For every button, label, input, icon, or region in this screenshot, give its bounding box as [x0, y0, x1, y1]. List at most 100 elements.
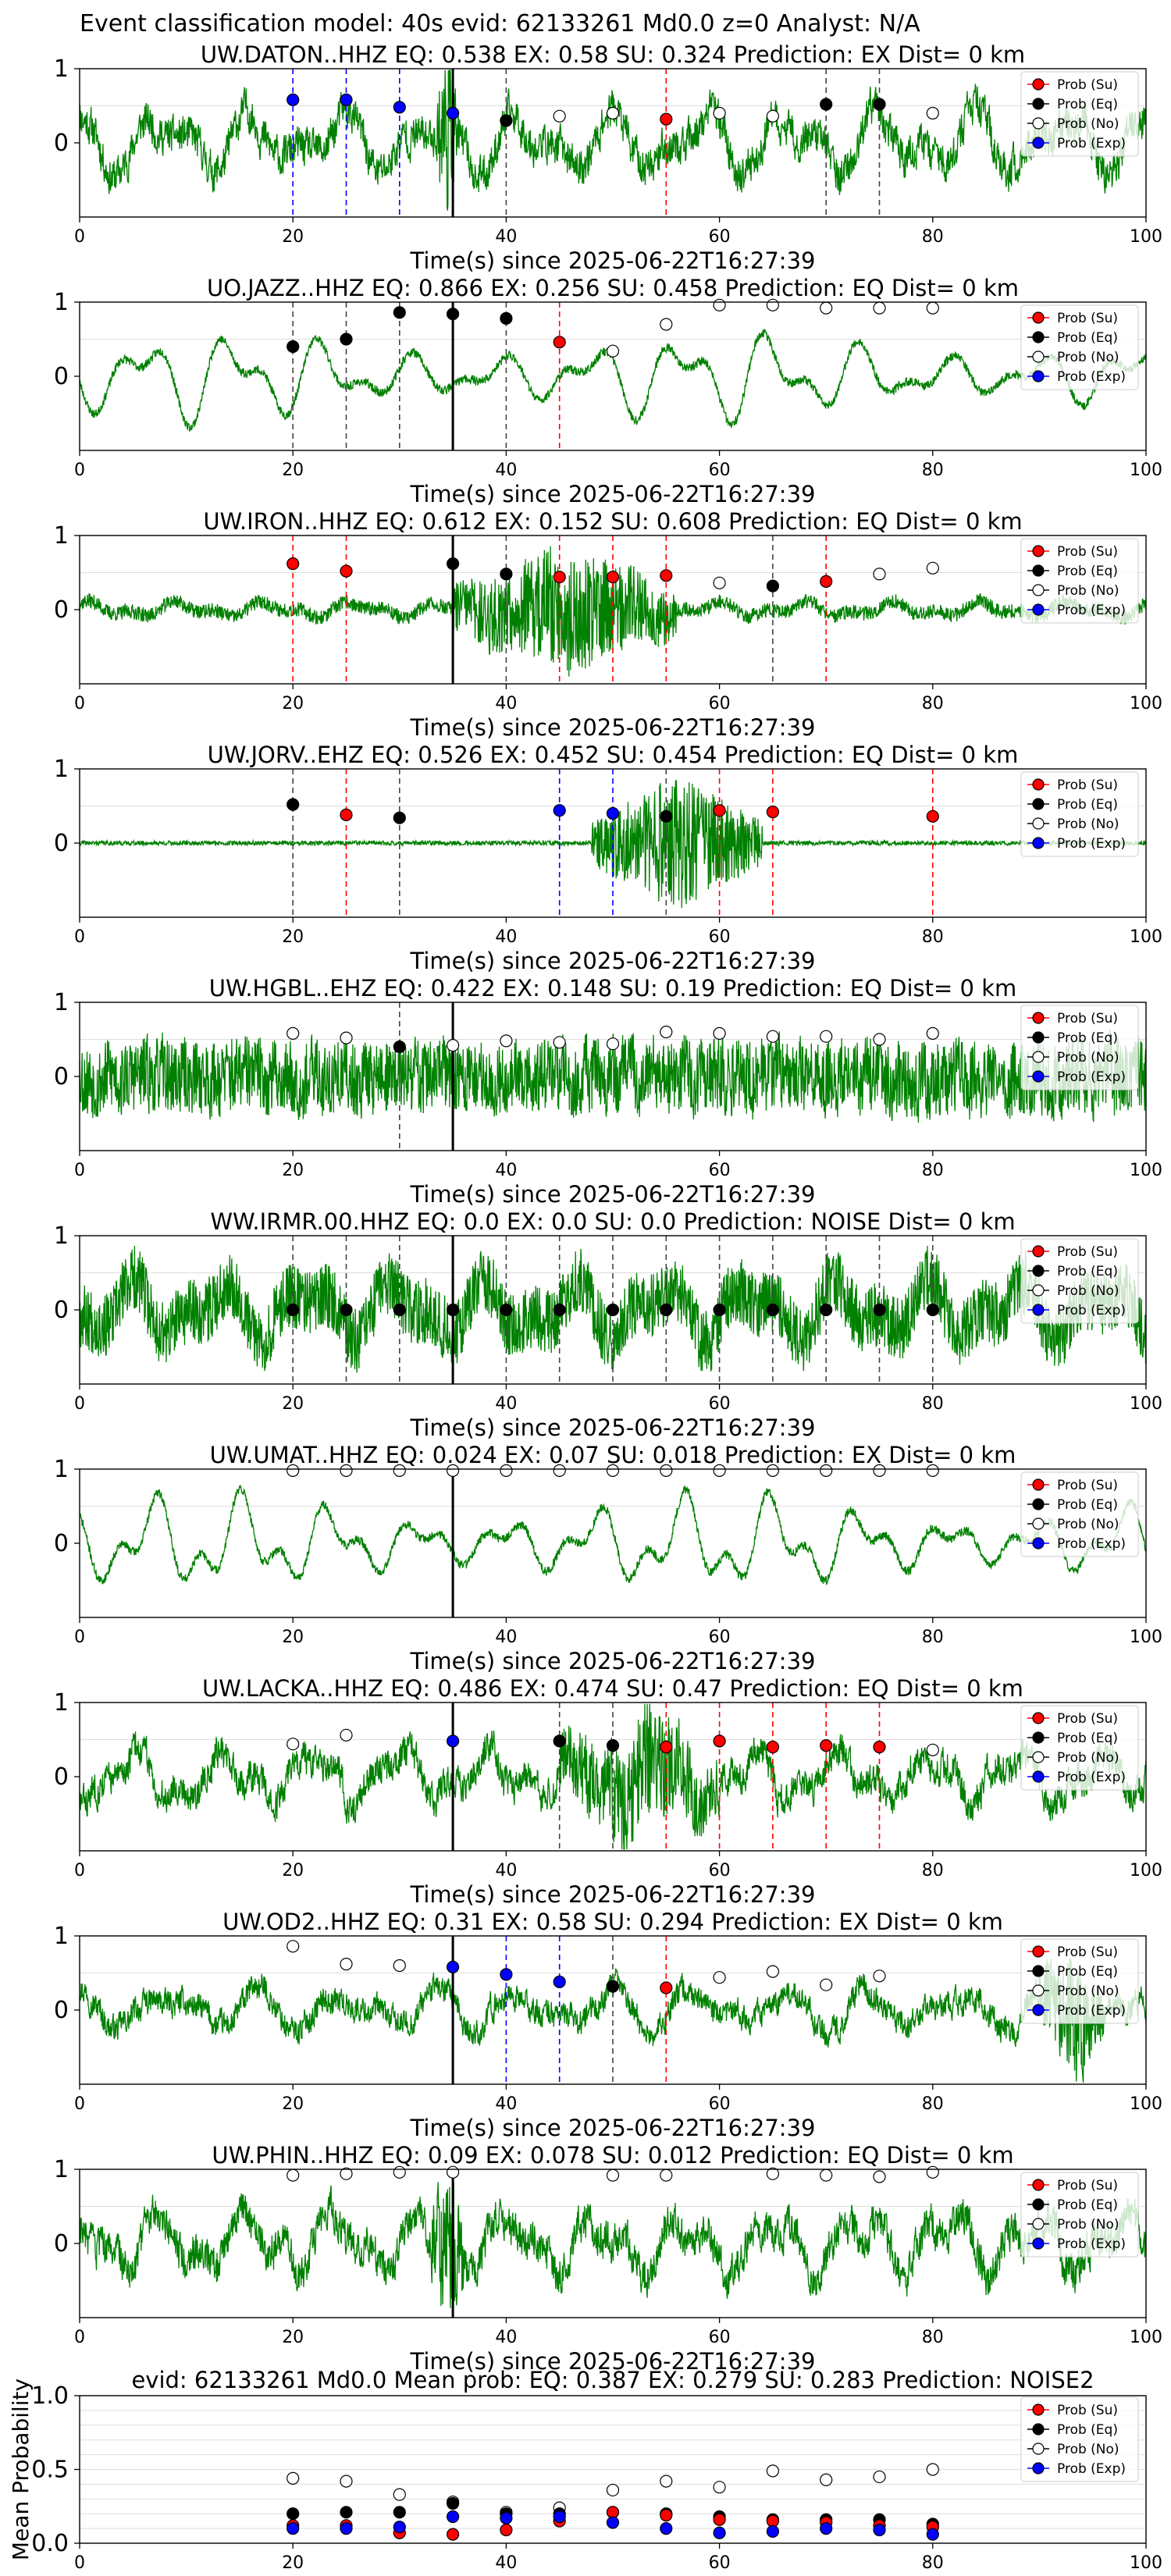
- prob-marker-eq: [766, 579, 780, 592]
- legend-box: [1020, 1938, 1139, 2024]
- prob-marker-su: [660, 1740, 673, 1754]
- x-tick-label: 60: [709, 1628, 731, 1647]
- mean-marker-no: [820, 2473, 833, 2486]
- prob-marker-su: [553, 571, 566, 584]
- x-tick-label: 80: [922, 694, 944, 713]
- prob-marker-no: [820, 301, 833, 315]
- mean-marker-no: [660, 2475, 673, 2488]
- x-tick-label: 80: [922, 1161, 944, 1180]
- legend-marker-no: [1032, 1051, 1045, 1063]
- legend-label-eq: Prob (Eq): [1057, 2422, 1118, 2438]
- prob-marker-no: [393, 1464, 406, 1478]
- prob-marker-no: [926, 561, 939, 575]
- legend-label-eq: Prob (Eq): [1057, 2197, 1118, 2213]
- mean-marker-exp: [926, 2528, 939, 2541]
- prob-marker-eq: [500, 114, 513, 127]
- axes-frame: [79, 1468, 1147, 1618]
- mean-marker-no: [287, 2471, 300, 2485]
- y-tick-label: 0: [54, 596, 69, 624]
- y-tick-label: 1: [54, 1923, 69, 1950]
- legend-box: [1020, 771, 1139, 857]
- x-tick-label: 0: [74, 927, 85, 947]
- prob-marker-no: [713, 1971, 726, 1984]
- prob-marker-no: [820, 2169, 833, 2182]
- x-axis-label: Time(s) since 2025-06-22T16:27:39: [410, 1648, 816, 1674]
- legend-label-exp: Prob (Exp): [1057, 2461, 1126, 2477]
- x-tick-label: 20: [282, 2328, 304, 2347]
- x-tick-label: 20: [282, 927, 304, 947]
- y-tick-label: 1.0: [31, 2382, 69, 2410]
- x-tick-label: 60: [709, 1861, 731, 1880]
- mean-marker-su: [660, 2508, 673, 2522]
- prob-marker-eq: [500, 568, 513, 581]
- x-tick-label: 60: [709, 1394, 731, 1414]
- x-tick-label: 80: [922, 2553, 944, 2573]
- waveform-trace: [79, 329, 1147, 432]
- mean-marker-eq: [340, 2506, 353, 2519]
- legend-marker-su: [1032, 2403, 1045, 2416]
- prob-marker-no: [713, 106, 726, 120]
- y-tick-label: 0: [54, 1530, 69, 1557]
- y-tick-label: 1: [54, 756, 69, 783]
- prob-marker-su: [660, 112, 673, 126]
- legend-marker-exp: [1032, 137, 1045, 149]
- panel-title: evid: 62133261 Md0.0 Mean prob: EQ: 0.38…: [131, 2367, 1094, 2393]
- prob-marker-no: [287, 1940, 300, 1953]
- axes-frame: [79, 68, 1147, 218]
- mean-marker-eq: [446, 2496, 460, 2510]
- x-tick-label: 40: [495, 227, 517, 247]
- panel-title: UO.JAZZ..HHZ EQ: 0.866 EX: 0.256 SU: 0.4…: [207, 275, 1019, 301]
- x-tick-label: 80: [922, 1861, 944, 1880]
- mean-marker-exp: [553, 2510, 566, 2524]
- prob-marker-su: [713, 1735, 726, 1748]
- mean-marker-exp: [873, 2523, 886, 2537]
- mean-marker-exp: [660, 2522, 673, 2535]
- legend-label-no: Prob (No): [1057, 1517, 1119, 1532]
- x-tick-label: 100: [1130, 227, 1162, 247]
- legend-label-no: Prob (No): [1057, 1984, 1119, 1999]
- prob-marker-no: [713, 1026, 726, 1041]
- legend-marker-su: [1032, 1945, 1045, 1958]
- prob-marker-eq: [446, 308, 460, 321]
- x-tick-label: 40: [495, 1628, 517, 1647]
- legend-box: [1020, 2172, 1139, 2258]
- legend-marker-no: [1032, 584, 1045, 596]
- x-tick-label: 100: [1130, 2553, 1162, 2573]
- y-tick-label: 1: [54, 2156, 69, 2183]
- prob-marker-eq: [873, 98, 886, 111]
- mean-marker-exp: [766, 2524, 780, 2538]
- prob-marker-eq: [713, 1303, 726, 1317]
- prob-marker-no: [873, 1033, 886, 1046]
- prob-marker-no: [766, 1464, 780, 1478]
- prob-marker-no: [926, 106, 939, 120]
- prob-marker-eq: [606, 1980, 620, 1993]
- y-tick-label: 0: [54, 1997, 69, 2024]
- prob-marker-eq: [926, 1303, 939, 1317]
- prob-marker-no: [926, 301, 939, 315]
- prob-marker-no: [606, 2169, 620, 2182]
- prob-marker-su: [820, 1739, 833, 1752]
- legend-box: [1020, 1471, 1139, 1557]
- x-tick-label: 80: [922, 461, 944, 480]
- x-tick-label: 0: [74, 461, 85, 480]
- legend-marker-su: [1032, 1712, 1045, 1724]
- waveform-trace: [79, 1703, 1147, 1850]
- legend-marker-eq: [1032, 98, 1045, 110]
- legend-label-eq: Prob (Eq): [1057, 1264, 1118, 1279]
- legend-label-su: Prob (Su): [1057, 2178, 1118, 2194]
- mean-marker-su: [446, 2528, 460, 2541]
- prob-marker-no: [873, 1969, 886, 1983]
- prob-marker-no: [820, 1464, 833, 1478]
- prob-marker-eq: [393, 1303, 406, 1317]
- prob-marker-exp: [553, 1975, 566, 1988]
- legend-label-no: Prob (No): [1057, 817, 1119, 832]
- legend-label-no: Prob (No): [1057, 1050, 1119, 1066]
- legend-marker-exp: [1032, 1070, 1045, 1083]
- legend-label-su: Prob (Su): [1057, 311, 1118, 326]
- prob-marker-eq: [553, 1735, 566, 1748]
- prob-marker-no: [820, 1978, 833, 1991]
- prob-marker-su: [873, 1740, 886, 1754]
- y-tick-label: 1: [54, 289, 69, 316]
- prob-marker-su: [766, 805, 780, 819]
